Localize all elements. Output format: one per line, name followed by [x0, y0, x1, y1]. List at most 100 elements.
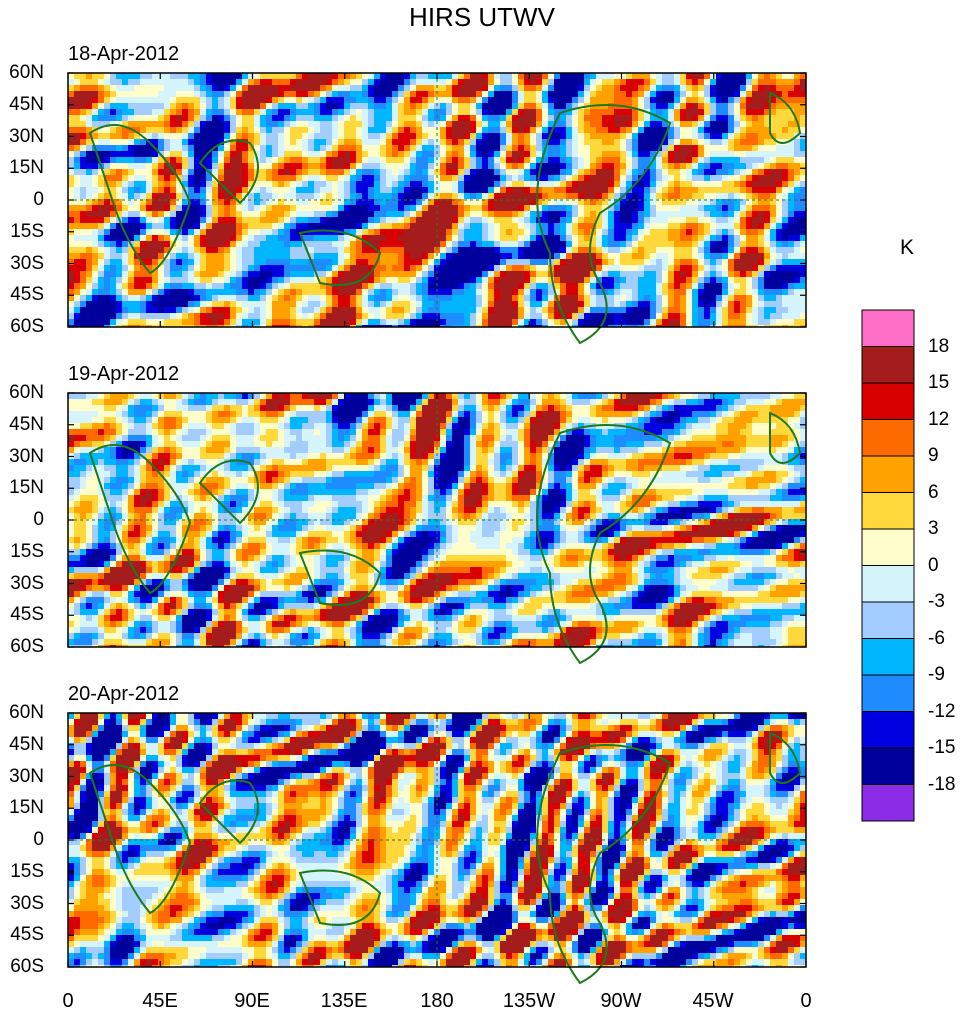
field-cell [92, 313, 99, 320]
field-cell [248, 271, 255, 278]
field-cell [92, 133, 99, 140]
field-cell [386, 235, 393, 242]
field-cell [248, 157, 255, 164]
field-cell [236, 139, 243, 146]
field-cell [446, 211, 453, 218]
field-cell [464, 253, 471, 260]
field-cell [332, 91, 339, 98]
field-cell [482, 163, 489, 170]
field-cell [110, 283, 117, 290]
field-cell [704, 169, 711, 176]
field-cell [464, 169, 471, 176]
field-cell [692, 121, 699, 128]
field-cell [302, 259, 309, 266]
field-cell [386, 247, 393, 254]
field-cell [548, 133, 555, 140]
field-cell [458, 289, 465, 296]
field-cell [368, 145, 375, 152]
field-cell [698, 73, 705, 80]
field-cell [542, 139, 549, 146]
field-cell [728, 169, 735, 176]
field-cell [566, 163, 573, 170]
field-cell [356, 211, 363, 218]
field-cell [116, 229, 123, 236]
field-cell [686, 175, 693, 182]
field-cell [656, 289, 663, 296]
field-cell [398, 277, 405, 284]
field-cell [674, 157, 681, 164]
field-cell [242, 97, 249, 104]
field-cell [566, 169, 573, 176]
field-cell [128, 313, 135, 320]
field-cell [518, 175, 525, 182]
field-cell [698, 307, 705, 314]
field-cell [350, 169, 357, 176]
field-cell [146, 97, 153, 104]
field-cell [122, 199, 129, 206]
field-cell [500, 253, 507, 260]
field-cell [512, 247, 519, 254]
field-cell [434, 79, 441, 86]
field-cell [488, 271, 495, 278]
field-cell [92, 175, 99, 182]
field-cell [386, 199, 393, 206]
field-cell [614, 181, 621, 188]
field-cell [614, 193, 621, 200]
field-cell [176, 73, 183, 80]
field-cell [200, 103, 207, 110]
field-cell [734, 103, 741, 110]
field-cell [524, 139, 531, 146]
field-cell [386, 145, 393, 152]
field-cell [524, 235, 531, 242]
lat-tick-label: 0 [33, 509, 44, 530]
field-cell [266, 181, 273, 188]
field-cell [500, 151, 507, 158]
field-cell [776, 91, 783, 98]
field-cell [452, 85, 459, 92]
field-cell [398, 181, 405, 188]
field-cell [668, 205, 675, 212]
field-cell [206, 151, 213, 158]
field-cell [764, 133, 771, 140]
field-cell [698, 79, 705, 86]
field-cell [314, 133, 321, 140]
field-cell [476, 97, 483, 104]
field-cell [86, 151, 93, 158]
field-cell [422, 223, 429, 230]
field-cell [728, 223, 735, 230]
field-cell [692, 133, 699, 140]
field-cell [320, 229, 327, 236]
field-cell [638, 85, 645, 92]
field-cell [422, 259, 429, 266]
field-cell [356, 199, 363, 206]
field-cell [728, 163, 735, 170]
field-cell [470, 283, 477, 290]
field-cell [434, 187, 441, 194]
field-cell [602, 169, 609, 176]
field-cell [230, 127, 237, 134]
field-cell [218, 253, 225, 260]
field-cell [212, 121, 219, 128]
field-cell [218, 109, 225, 116]
field-cell [404, 169, 411, 176]
field-cell [452, 79, 459, 86]
field-cell [260, 175, 267, 182]
field-cell [518, 271, 525, 278]
field-cell [296, 271, 303, 278]
field-cell [482, 301, 489, 308]
field-cell [188, 229, 195, 236]
field-cell [626, 259, 633, 266]
field-cell [620, 301, 627, 308]
field-cell [548, 157, 555, 164]
field-cell [734, 163, 741, 170]
field-cell [674, 145, 681, 152]
field-cell [242, 91, 249, 98]
field-cell [602, 247, 609, 254]
field-cell [518, 145, 525, 152]
field-cell [632, 289, 639, 296]
field-cell [206, 223, 213, 230]
field-cell [470, 193, 477, 200]
field-cell [644, 199, 651, 206]
field-cell [338, 259, 345, 266]
field-cell [224, 283, 231, 290]
